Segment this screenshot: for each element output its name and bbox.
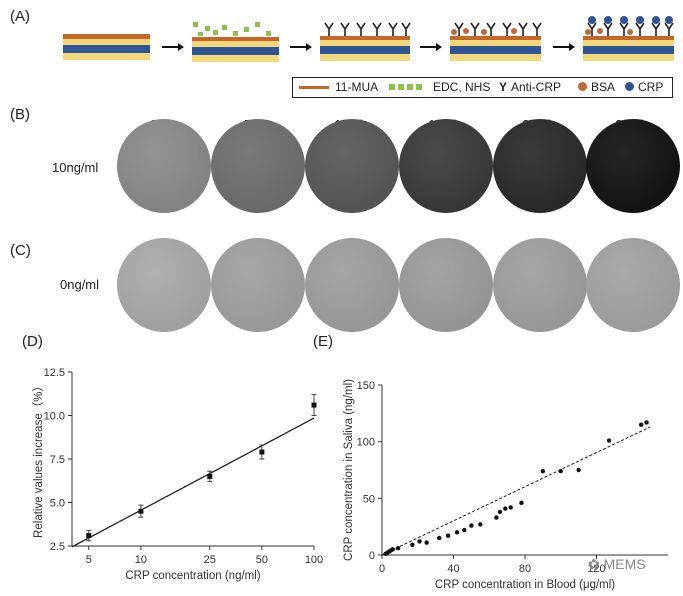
chip-step-3 — [320, 22, 411, 61]
chip-step-1 — [63, 34, 150, 60]
y-tick-label: 50 — [363, 493, 375, 505]
x-tick-label: 10 — [135, 554, 147, 566]
panel-label-a: (A) — [10, 8, 30, 25]
data-point — [494, 515, 499, 520]
data-point — [445, 533, 451, 538]
data-point — [508, 505, 513, 510]
dotted-swatch-icon — [389, 84, 425, 90]
bsa-dot-icon — [578, 82, 587, 91]
fit-line — [71, 417, 315, 548]
line-swatch-icon — [299, 86, 329, 89]
legend: 11-MUA EDC, NHS Y Anti-CRP BSA CRP — [292, 77, 673, 98]
panel-label-d: (D) — [22, 333, 43, 350]
sensor-image-c-0 — [117, 238, 211, 332]
data-point — [311, 402, 317, 408]
data-point — [417, 539, 422, 544]
x-tick-label: 120 — [587, 563, 605, 575]
arrow-icon — [290, 43, 312, 51]
data-point — [638, 422, 644, 427]
sensor-image-c-5 — [586, 238, 680, 332]
sensor-image-c-2 — [305, 238, 399, 332]
data-point — [437, 535, 442, 541]
arrow-icon — [553, 43, 575, 51]
x-tick-label: 40 — [447, 563, 459, 575]
panel-label-c: (C) — [10, 242, 31, 259]
data-point — [576, 467, 581, 473]
x-tick-label: 5 — [86, 554, 92, 566]
sensor-image-b-5 — [586, 119, 680, 213]
data-point — [644, 420, 649, 425]
data-point — [462, 527, 467, 533]
chart-d: 2.5 5.0 7.5 10.0 12.5 5 10 25 50 100 CRP concentra… — [32, 367, 323, 582]
data-point — [424, 540, 429, 545]
y-axis-label: CRP concentration in Saliva (ng/ml) — [343, 379, 355, 561]
y-tick-label: 5.0 — [50, 498, 65, 510]
data-point — [395, 546, 401, 551]
sensor-image-b-3 — [399, 119, 493, 213]
data-point — [540, 468, 546, 474]
data-point — [454, 530, 460, 535]
data-point — [207, 473, 213, 479]
data-point — [410, 542, 415, 547]
x-tick-label: 25 — [204, 554, 216, 566]
data-point — [558, 468, 563, 474]
legend-label-edc-nhs: EDC, NHS — [433, 80, 491, 94]
legend-label-anti-crp: Anti-CRP — [511, 80, 562, 94]
y-tick-label: 100 — [357, 437, 375, 449]
crp-dot-icon — [625, 82, 634, 91]
legend-label-11mua: 11-MUA — [335, 80, 379, 94]
y-antibody-icon: Y — [499, 80, 508, 94]
data-point — [606, 438, 612, 443]
data-point — [138, 508, 144, 514]
chip-step-5 — [583, 16, 674, 61]
schematic-diagram — [63, 16, 674, 62]
sensor-image-c-4 — [493, 238, 587, 332]
x-tick-label: 50 — [256, 554, 268, 566]
y-tick-label: 2.5 — [50, 541, 65, 553]
y-tick-label: 0 — [369, 550, 375, 562]
sensor-image-b-0 — [117, 119, 211, 213]
y-tick-label: 10.0 — [44, 411, 65, 423]
sensor-image-b-1 — [211, 119, 305, 213]
chart-e: 0 50 100 150 0 40 80 120 CRP concentration in Bl… — [343, 379, 668, 591]
chip-step-4 — [450, 22, 542, 61]
legend-label-bsa: BSA — [591, 80, 616, 94]
legend-label-crp: CRP — [638, 80, 664, 94]
sensor-image-b-4 — [493, 119, 587, 213]
y-tick-label: 150 — [357, 380, 375, 392]
sensor-image-c-1 — [211, 238, 305, 332]
x-axis-label: CRP concentration in Blood (μg/ml) — [435, 579, 615, 591]
y-tick-label: 12.5 — [44, 367, 65, 379]
y-axis-label: Relative values increase（%） — [32, 380, 45, 538]
data-point — [259, 449, 265, 455]
row-label-0ngml: 0ng/ml — [60, 277, 100, 292]
data-point — [86, 533, 92, 539]
x-tick-label: 80 — [519, 563, 531, 575]
wechat-icon: ✿ — [588, 556, 604, 572]
data-point — [478, 522, 483, 527]
watermark-text: MEMS — [603, 556, 646, 572]
arrow-icon — [162, 43, 184, 51]
sensor-image-c-3 — [399, 238, 493, 332]
data-point — [519, 500, 524, 506]
data-point — [497, 509, 503, 515]
y-tick-label: 7.5 — [50, 454, 65, 466]
panel-label-e: (E) — [313, 333, 333, 350]
x-tick-label: 100 — [305, 554, 323, 566]
x-tick-label: 0 — [379, 563, 385, 575]
x-axis-label: CRP concentration (ng/ml) — [125, 570, 260, 582]
panel-label-b: (B) — [10, 106, 30, 123]
watermark: ✿ MEMS — [588, 556, 646, 573]
data-point — [390, 547, 395, 552]
row-label-10ngml: 10ng/ml — [52, 160, 99, 175]
arrow-icon — [420, 43, 442, 51]
fit-line — [381, 426, 651, 556]
chip-step-2 — [192, 22, 279, 62]
sensor-image-b-2 — [305, 119, 399, 213]
data-point — [469, 523, 474, 528]
data-point — [503, 506, 508, 511]
